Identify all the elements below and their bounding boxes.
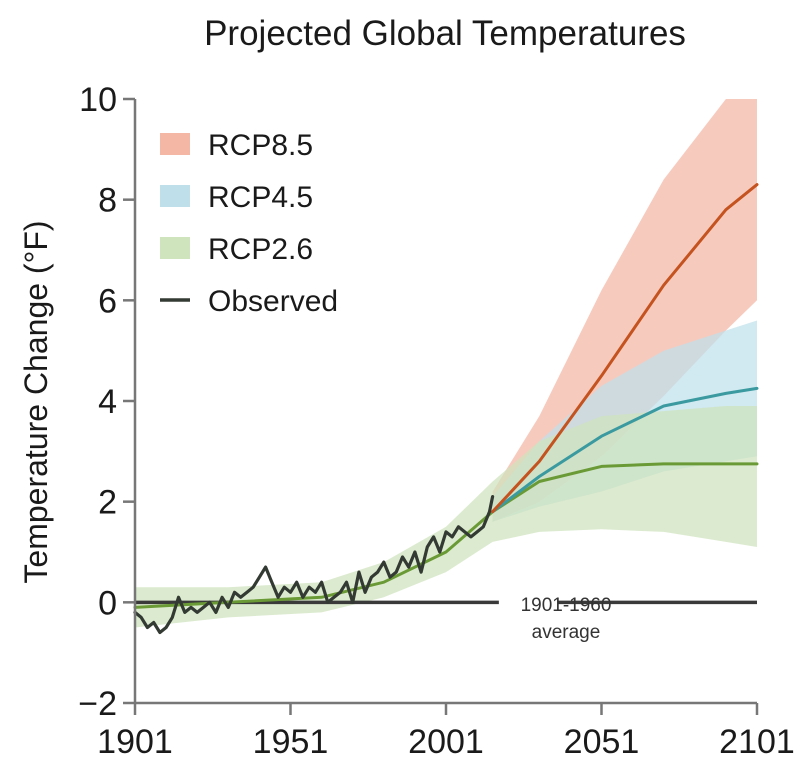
axes: −2 0 2 4 6 8 10 1901 1951 2001 2051 2101: [78, 81, 795, 761]
y-tick-label: 4: [98, 383, 117, 421]
y-tick-label: 0: [98, 584, 117, 622]
x-tick-label: 2001: [408, 723, 484, 761]
baseline-label-line1: 1901-1960: [521, 595, 612, 616]
legend: RCP8.5 RCP4.5 RCP2.6 Observed: [160, 129, 338, 318]
uncertainty-bands: [135, 99, 757, 628]
legend-swatch-rcp26: [160, 237, 190, 259]
series-lines: [133, 183, 759, 635]
series-line-observed: [133, 495, 495, 635]
legend-label-rcp85: RCP8.5: [208, 129, 313, 162]
band-rcp85: [492, 99, 757, 522]
legend-label-observed: Observed: [208, 285, 338, 318]
legend-swatch-rcp45: [160, 185, 190, 207]
y-axis-label: Temperature Change (°F): [18, 220, 54, 583]
legend-label-rcp26: RCP2.6: [208, 233, 313, 266]
baseline-label-line2: average: [532, 622, 601, 643]
legend-swatch-rcp85: [160, 133, 190, 155]
band-rcp26: [135, 406, 757, 628]
legend-label-rcp45: RCP4.5: [208, 181, 313, 214]
x-tick-label: 1901: [97, 723, 173, 761]
y-tick-label: 2: [98, 484, 117, 522]
y-tick-label: 6: [98, 282, 117, 320]
plot-area: −2 0 2 4 6 8 10 1901 1951 2001 2051 2101: [78, 81, 795, 761]
x-tick-label: 2051: [564, 723, 640, 761]
series-line-rcp45: [491, 386, 759, 514]
x-tick-label: 2101: [719, 723, 795, 761]
series-line-rcp85: [491, 183, 759, 514]
x-tick-label: 1951: [253, 723, 329, 761]
y-tick-label: −2: [78, 685, 117, 723]
y-tick-label: 8: [98, 182, 117, 220]
chart-title: Projected Global Temperatures: [204, 14, 686, 53]
y-tick-label: 10: [79, 81, 117, 119]
